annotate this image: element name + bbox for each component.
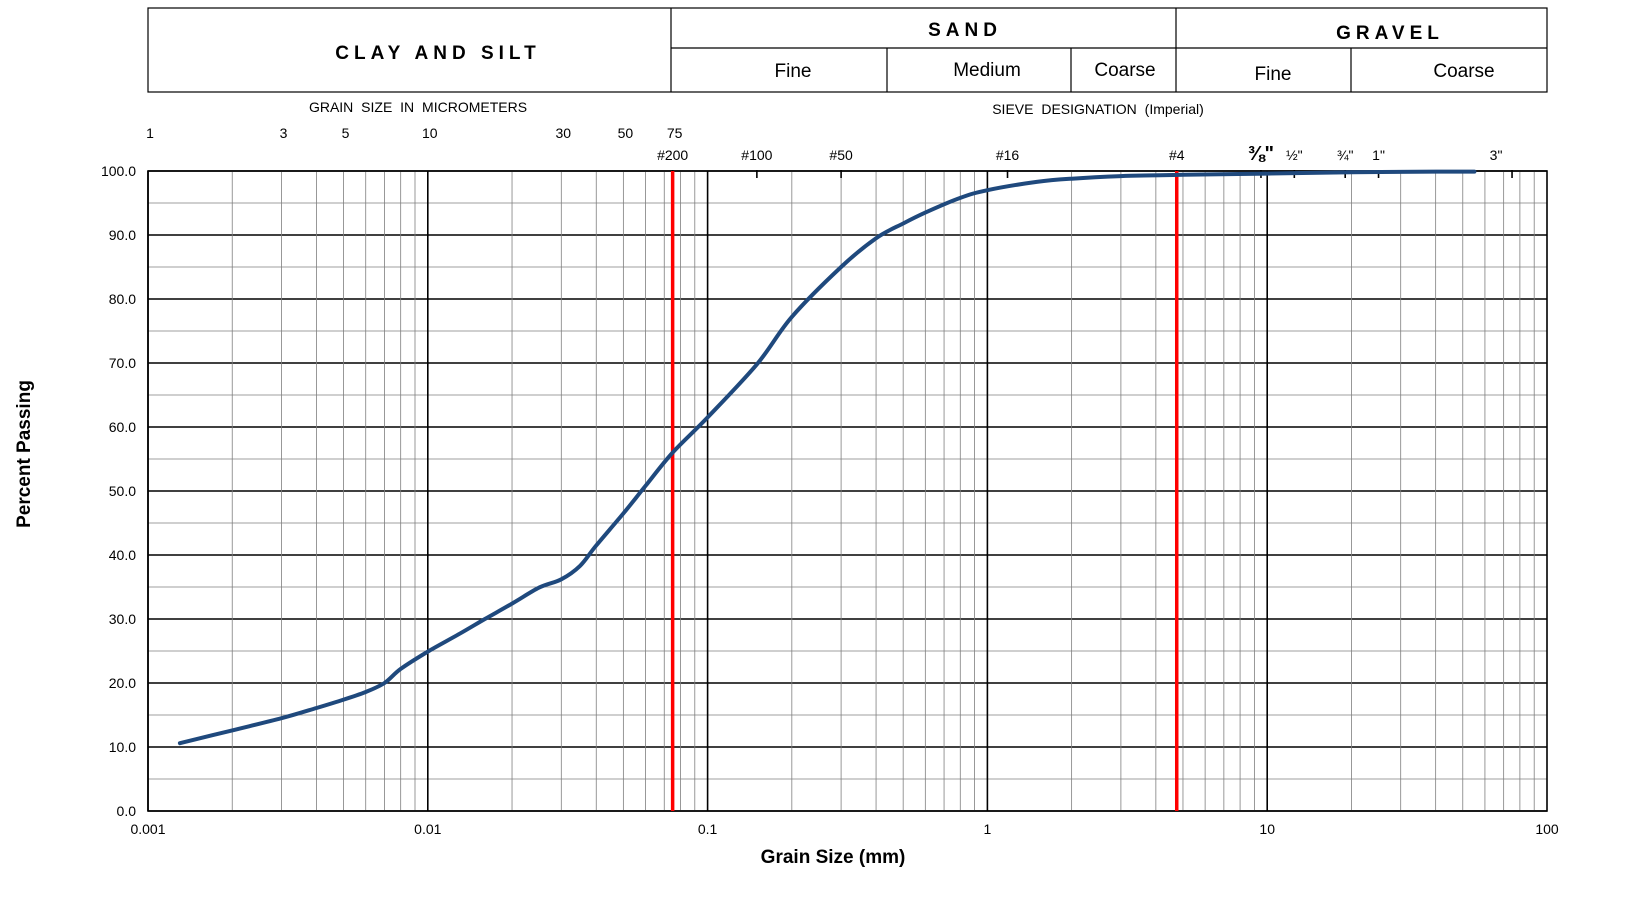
sieve-tick-label: #100 — [741, 147, 772, 163]
sieve-tick-label: 3" — [1490, 147, 1503, 163]
sieve-tick-label: 1" — [1372, 147, 1385, 163]
sand-coarse-label: Coarse — [1094, 60, 1155, 81]
sieve-title: SIEVE DESIGNATION (Imperial) — [992, 101, 1204, 117]
sand-fine-label: Fine — [775, 61, 812, 82]
x-tick-label: 100 — [1535, 821, 1559, 837]
micrometer-tick-label: 3 — [280, 125, 288, 141]
y-axis-title: Percent Passing — [14, 380, 35, 528]
y-tick-label: 20.0 — [109, 675, 136, 691]
gravel-fine-label: Fine — [1255, 64, 1292, 85]
sieve-tick-label: #4 — [1169, 147, 1185, 163]
x-tick-label: 0.001 — [130, 821, 165, 837]
sand-heading: SAND — [928, 20, 1002, 41]
sieve-tick-label: ½" — [1286, 147, 1303, 163]
y-tick-label: 70.0 — [109, 355, 136, 371]
y-tick-label: 80.0 — [109, 291, 136, 307]
sieve-tick-label: ¾" — [1337, 147, 1354, 163]
micrometers-title: GRAIN SIZE IN MICROMETERS — [309, 99, 527, 115]
gradation-curve — [177, 169, 1477, 746]
micrometer-tick-label: 1 — [146, 125, 154, 141]
y-tick-label: 30.0 — [109, 611, 136, 627]
y-tick-label: 90.0 — [109, 227, 136, 243]
micrometer-tick-label: 5 — [342, 125, 350, 141]
x-tick-label: 0.1 — [698, 821, 718, 837]
sieve-tick-label: ⅜" — [1248, 143, 1274, 165]
y-tick-label: 40.0 — [109, 547, 136, 563]
y-tick-label: 50.0 — [109, 483, 136, 499]
sieve-tick-label: #16 — [996, 147, 1020, 163]
sieve-tick-label: #50 — [829, 147, 853, 163]
y-tick-label: 0.0 — [117, 803, 137, 819]
sieve-tick-label: #200 — [657, 147, 688, 163]
clay-silt-heading: CLAY AND SILT — [335, 43, 540, 64]
micrometer-tick-label: 10 — [422, 125, 438, 141]
micrometer-tick-label: 50 — [618, 125, 634, 141]
x-axis-title: Grain Size (mm) — [761, 847, 906, 868]
micrometer-tick-label: 75 — [667, 125, 683, 141]
plot-frame — [147, 170, 1548, 812]
micrometer-tick-label: 30 — [556, 125, 572, 141]
gravel-heading: GRAVEL — [1336, 23, 1444, 44]
sand-medium-label: Medium — [953, 60, 1021, 81]
y-tick-label: 60.0 — [109, 419, 136, 435]
y-tick-label: 100.0 — [101, 163, 136, 179]
x-tick-label: 10 — [1259, 821, 1275, 837]
classification-table — [147, 7, 1548, 93]
x-tick-label: 1 — [984, 821, 992, 837]
y-tick-label: 10.0 — [109, 739, 136, 755]
gravel-coarse-label: Coarse — [1433, 61, 1494, 82]
x-tick-label: 0.01 — [414, 821, 441, 837]
